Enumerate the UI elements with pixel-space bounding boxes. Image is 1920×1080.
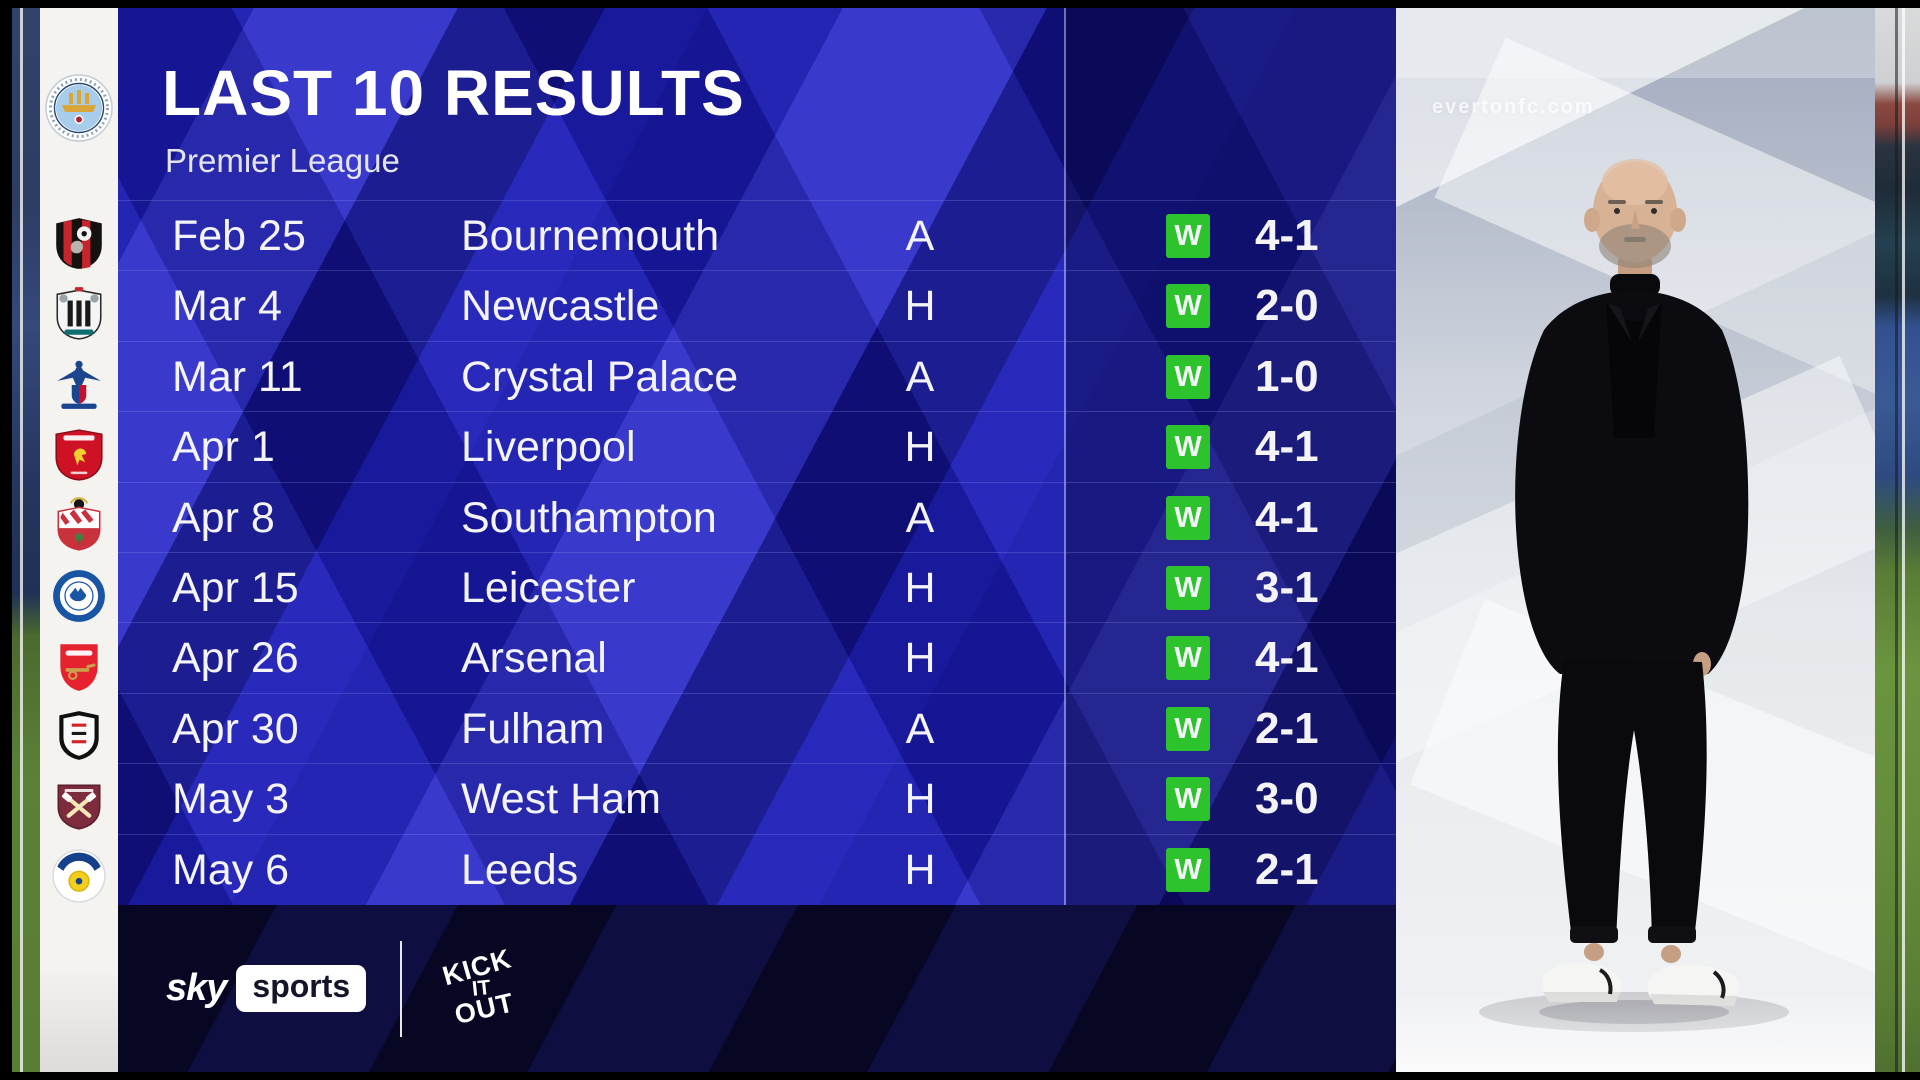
- stats-panel: LAST 10 RESULTS Premier League Feb 25 Bo…: [118, 8, 1396, 1072]
- opponent-name: Southampton: [461, 493, 717, 542]
- win-badge: W: [1166, 425, 1210, 470]
- floor-reflection: [1396, 992, 1875, 1072]
- letterbox-top: [0, 0, 1920, 8]
- match-score: 2-1: [1255, 844, 1319, 894]
- manager-feature-area: evertonfc.com: [1396, 8, 1875, 1072]
- match-score: 4-1: [1255, 211, 1319, 260]
- win-badge: W: [1166, 847, 1210, 892]
- badge-west-ham-icon: [50, 776, 108, 839]
- sports-logo-box: sports: [236, 965, 367, 1012]
- table-row: Apr 26 Arsenal H W 4-1: [118, 622, 1396, 693]
- opponent-name: Arsenal: [461, 634, 607, 683]
- match-date: May 6: [172, 845, 290, 894]
- venue-indicator: H: [904, 423, 936, 472]
- results-table: Feb 25 Bournemouth A W 4-1 Mar 4 Newcast…: [118, 200, 1396, 906]
- opponent-name: Leeds: [461, 845, 579, 894]
- win-badge: W: [1166, 284, 1210, 329]
- opponent-name: Fulham: [461, 704, 605, 753]
- match-score: 1-0: [1255, 351, 1319, 401]
- table-row: May 6 Leeds H W 2-1: [118, 833, 1396, 906]
- opponent-name: Newcastle: [461, 282, 660, 331]
- opponent-name: Liverpool: [461, 423, 636, 472]
- win-badge: W: [1166, 214, 1210, 258]
- page-subtitle: Premier League: [165, 142, 400, 179]
- match-score: 3-0: [1255, 774, 1319, 824]
- venue-indicator: H: [904, 282, 936, 331]
- sponsor-strip: sky sports KICK IT OUT: [118, 905, 1396, 1072]
- table-row: Apr 30 Fulham A W 2-1: [118, 692, 1396, 764]
- badge-newcastle-icon: [50, 285, 108, 348]
- sky-sports-logo: sky sports: [166, 965, 367, 1012]
- badge-liverpool-icon: [50, 426, 108, 489]
- win-badge: W: [1166, 495, 1210, 540]
- win-badge: W: [1166, 636, 1210, 681]
- venue-indicator: H: [904, 775, 936, 824]
- match-date: Mar 4: [172, 282, 282, 331]
- match-score: 4-1: [1255, 492, 1319, 542]
- venue-indicator: H: [904, 634, 936, 683]
- badge-leeds-icon: [50, 847, 108, 910]
- table-row: Apr 15 Leicester H W 3-1: [118, 552, 1396, 623]
- letterbox-bottom: [0, 1072, 1920, 1080]
- table-row: Apr 8 Southampton A W 4-1: [118, 481, 1396, 553]
- match-score: 4-1: [1255, 422, 1319, 472]
- column-divider-line: [1064, 8, 1066, 905]
- venue-indicator: H: [904, 845, 936, 894]
- win-badge: W: [1166, 354, 1210, 399]
- table-row: Mar 11 Crystal Palace A W 1-0: [118, 340, 1396, 412]
- match-date: Apr 8: [172, 493, 275, 542]
- match-date: Mar 11: [172, 352, 303, 401]
- manager-figure: [1479, 159, 1789, 1032]
- venue-indicator: A: [905, 704, 935, 753]
- venue-indicator: A: [905, 352, 935, 401]
- opponent-name: Leicester: [461, 564, 636, 612]
- match-date: Apr 26: [172, 634, 299, 683]
- badge-southampton-icon: [50, 496, 108, 559]
- result-column-shade: [1066, 8, 1396, 905]
- win-badge: W: [1166, 706, 1210, 751]
- opponent-name: Bournemouth: [461, 212, 720, 260]
- match-date: Apr 15: [172, 564, 299, 612]
- badge-crystal-palace-icon: [50, 355, 108, 418]
- win-badge: W: [1166, 777, 1210, 822]
- broadcast-video-sliver-left: [12, 8, 40, 1072]
- match-date: Apr 1: [172, 423, 275, 472]
- table-row: Mar 4 Newcastle H W 2-0: [118, 270, 1396, 341]
- win-badge: W: [1166, 566, 1210, 610]
- venue-indicator: A: [905, 493, 935, 542]
- kick-it-out-line: OUT: [452, 987, 518, 1030]
- table-row: Feb 25 Bournemouth A W 4-1: [118, 200, 1396, 271]
- badge-fulham-icon: [50, 706, 108, 769]
- broadcast-video-sliver-right: [1875, 8, 1920, 1072]
- table-row: May 3 West Ham H W 3-0: [118, 763, 1396, 834]
- badge-bournemouth-icon: [50, 214, 108, 277]
- page-title: LAST 10 RESULTS: [162, 57, 745, 129]
- opponent-name: Crystal Palace: [461, 352, 739, 401]
- match-score: 4-1: [1255, 633, 1319, 683]
- opponent-name: West Ham: [461, 775, 661, 824]
- sky-logo-text: sky: [166, 967, 227, 1009]
- match-date: Apr 30: [172, 704, 299, 753]
- kick-it-out-logo: KICK IT OUT: [424, 932, 538, 1046]
- badge-manchester-city-icon: [43, 72, 115, 149]
- match-score: 2-1: [1255, 703, 1319, 753]
- table-row: Apr 1 Liverpool H W 4-1: [118, 411, 1396, 482]
- match-date: Feb 25: [172, 212, 306, 260]
- match-score: 2-0: [1255, 281, 1319, 331]
- badge-leicester-icon: [50, 567, 108, 630]
- venue-indicator: H: [904, 564, 936, 612]
- match-score: 3-1: [1255, 563, 1319, 612]
- club-badge-rail: [40, 8, 118, 1072]
- venue-indicator: A: [905, 212, 935, 260]
- match-date: May 3: [172, 775, 290, 824]
- badge-arsenal-icon: [50, 637, 108, 700]
- logo-divider-line: [400, 940, 403, 1037]
